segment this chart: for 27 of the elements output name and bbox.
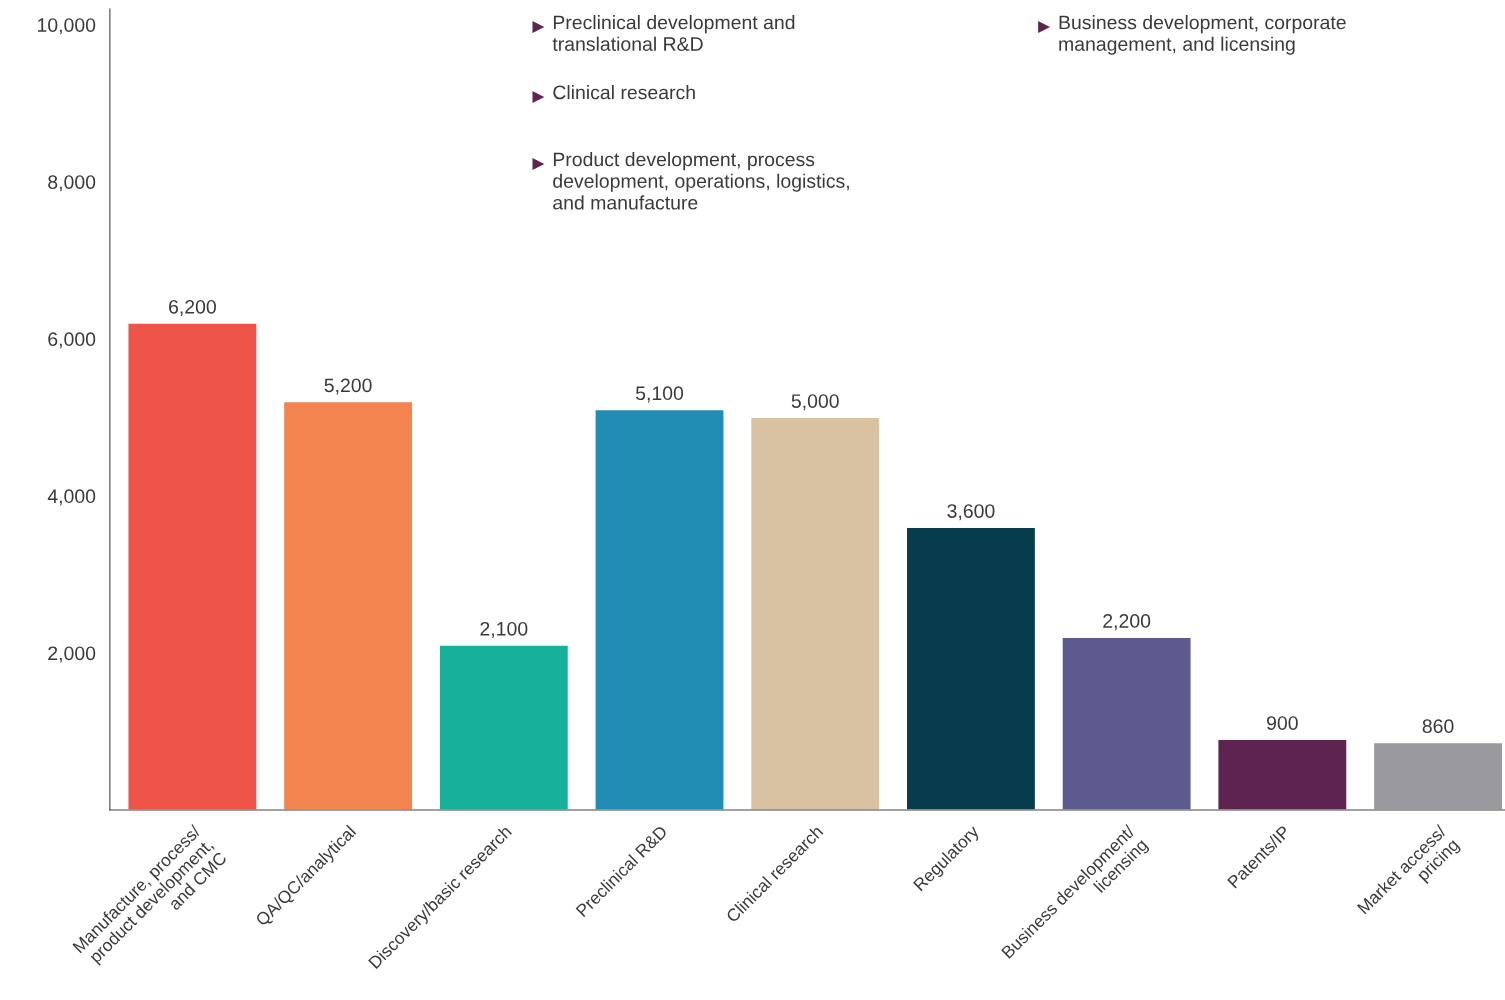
data-label: 3,600 — [947, 504, 995, 521]
annotation: Business development, corporate management, and licensing — [1059, 15, 1346, 55]
data-label: 5,200 — [324, 378, 372, 395]
data-label: 5,000 — [791, 394, 839, 411]
bar — [905, 526, 1037, 810]
bar — [1372, 741, 1504, 810]
bar — [282, 400, 414, 810]
bar — [594, 408, 725, 810]
bar — [1061, 636, 1192, 810]
annotation: Clinical research — [553, 85, 695, 100]
bar — [1217, 738, 1348, 810]
bar — [749, 416, 881, 810]
y-tick-label: 10,000 — [37, 18, 96, 35]
data-label: 6,200 — [169, 299, 216, 317]
data-label: 860 — [1422, 719, 1454, 734]
y-tick-label: 8,000 — [48, 175, 96, 192]
y-tick-label: 4,000 — [47, 489, 96, 506]
data-label: 2,200 — [1103, 614, 1151, 631]
annotation: Product development, process development, operations, logistics, and manufacture — [553, 152, 849, 210]
data-label: 5,100 — [635, 386, 684, 403]
y-tick-label: 2,000 — [48, 646, 96, 663]
y-tick-label: 6,000 — [48, 332, 96, 349]
data-label: 2,100 — [480, 621, 528, 638]
bar — [438, 644, 570, 810]
bar — [127, 322, 258, 810]
data-label: 900 — [1267, 716, 1298, 730]
annotation: Preclinical development and translational R&D — [552, 15, 795, 51]
